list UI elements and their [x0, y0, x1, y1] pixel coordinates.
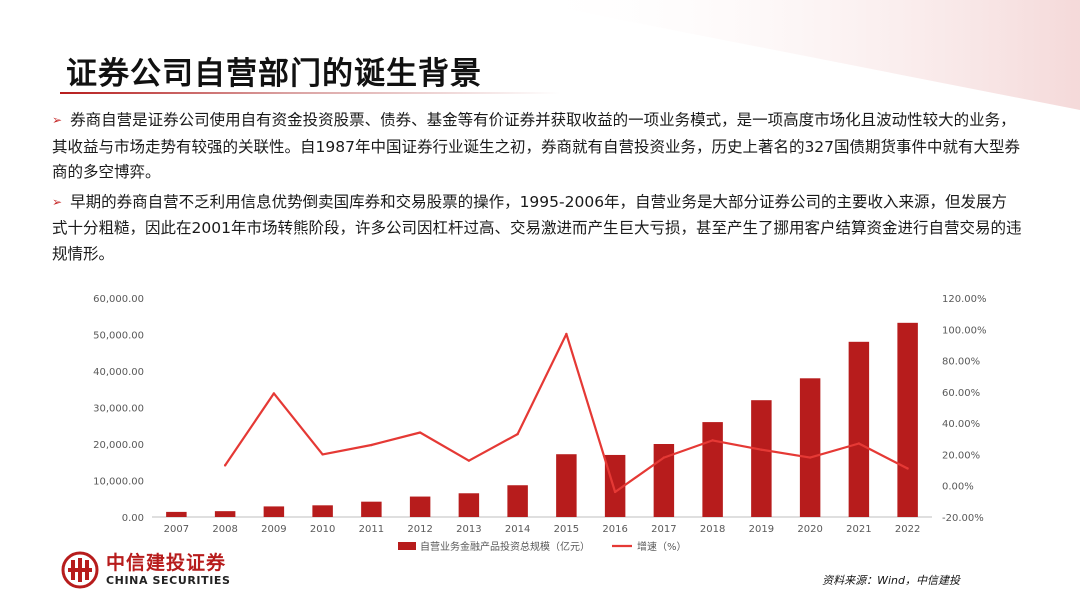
growth-point-2009: [272, 392, 276, 395]
growth-point-2011: [370, 443, 373, 447]
bar-2011: [361, 501, 382, 517]
x-tick-label: 2020: [797, 524, 822, 535]
right-axis-tick-label: 60.00%: [942, 388, 980, 399]
x-tick-label: 2011: [359, 524, 384, 535]
left-axis-tick-label: 60,000.00: [93, 294, 144, 305]
right-axis-tick-label: 100.00%: [942, 325, 987, 336]
bar-2021: [848, 341, 870, 517]
right-axis-tick-label: -20.00%: [942, 513, 984, 524]
legend-line-label: 增速（%）: [637, 540, 687, 553]
citic-logo-icon: [61, 551, 99, 589]
legend-bar-swatch: [398, 542, 416, 550]
left-axis-tick-label: 50,000.00: [93, 331, 144, 342]
bar-2014: [507, 485, 528, 517]
growth-point-2018: [711, 439, 714, 442]
bar-2015: [556, 454, 577, 517]
bar-2010: [312, 505, 333, 517]
growth-point-2017: [662, 456, 666, 459]
x-tick-label: 2018: [700, 524, 725, 535]
page-title: 证券公司自营部门的诞生背景: [66, 56, 482, 92]
x-tick-label: 2009: [261, 524, 286, 535]
bullet-item-2: ➢ 早期的券商自营不乏利用信息优势倒卖国库券和交易股票的操作，1995-2006年…: [52, 190, 1022, 268]
bullet-list: ➢ 券商自营是证券公司使用自有资金投资股票、债券、基金等有价证券并获取收益的一项业…: [52, 108, 1022, 271]
x-tick-label: 2007: [164, 524, 189, 535]
left-axis-tick-label: 30,000.00: [93, 404, 144, 415]
company-logo: 中信建投证券 CHINA SECURITIES: [60, 550, 231, 590]
left-axis-tick-label: 10,000.00: [93, 477, 144, 488]
combo-chart: 0.00 10,000.00 20,000.00 30,000.00 40,000.00…: [93, 294, 987, 553]
bar-2019: [751, 400, 772, 517]
growth-point-2010: [321, 453, 324, 456]
right-axis-tick-label: 120.00%: [942, 294, 987, 305]
right-axis-tick-label: 40.00%: [942, 419, 980, 430]
bar-2007: [166, 511, 187, 517]
x-tick-label: 2014: [505, 524, 530, 535]
arrow-bullet-icon: ➢: [52, 194, 63, 209]
x-tick-label: 2016: [602, 524, 627, 535]
legend-bar-label: 自营业务金融产品投资总规模（亿元）: [420, 540, 590, 553]
growth-point-2016: [613, 490, 617, 494]
bar-2016: [604, 454, 626, 517]
x-tick-label: 2022: [895, 524, 920, 535]
right-axis-tick-label: 20.00%: [942, 450, 980, 461]
growth-point-2012: [418, 431, 422, 434]
x-tick-label: 2012: [407, 524, 432, 535]
x-tick-label: 2021: [846, 524, 871, 535]
logo-en-text: CHINA SECURITIES: [106, 574, 231, 587]
bar-2009: [263, 506, 285, 517]
growth-point-2021: [857, 442, 861, 445]
title-underline: [60, 92, 560, 94]
growth-point-2015: [565, 332, 568, 336]
growth-point-2014: [516, 432, 519, 436]
growth-point-2020: [808, 456, 812, 459]
bar-2022: [897, 322, 918, 517]
x-tick-label: 2017: [651, 524, 676, 535]
x-tick-label: 2019: [749, 524, 774, 535]
growth-point-2008: [223, 464, 227, 467]
x-tick-label: 2015: [554, 524, 579, 535]
bar-2018: [702, 422, 723, 517]
bar-2020: [799, 378, 821, 517]
growth-point-2022: [906, 467, 909, 470]
left-axis-tick-label: 40,000.00: [93, 367, 144, 378]
bullet-text-2: 早期的券商自营不乏利用信息优势倒卖国库券和交易股票的操作，1995-2006年，…: [52, 192, 1022, 263]
source-note: 资料来源：Wind，中信建投: [822, 574, 960, 587]
bar-2008: [214, 511, 236, 517]
bullet-item-1: ➢ 券商自营是证券公司使用自有资金投资股票、债券、基金等有价证券并获取收益的一项业…: [52, 108, 1022, 186]
bullet-text-1: 券商自营是证券公司使用自有资金投资股票、债券、基金等有价证券并获取收益的一项业务…: [52, 111, 1021, 181]
growth-point-2013: [467, 459, 471, 462]
arrow-bullet-icon: ➢: [52, 113, 63, 127]
left-axis-tick-label: 20,000.00: [93, 440, 144, 451]
bar-2013: [458, 493, 480, 517]
growth-point-2019: [760, 448, 763, 451]
left-axis-tick-label: 0.00: [122, 513, 144, 524]
right-axis-tick-label: 80.00%: [942, 357, 980, 368]
logo-cn-text: 中信建投证券: [106, 552, 227, 574]
right-axis-tick-label: 0.00%: [942, 482, 974, 493]
x-tick-label: 2008: [212, 524, 237, 535]
x-tick-label: 2010: [310, 524, 335, 535]
x-tick-label: 2013: [456, 524, 481, 535]
bar-2012: [409, 496, 431, 517]
